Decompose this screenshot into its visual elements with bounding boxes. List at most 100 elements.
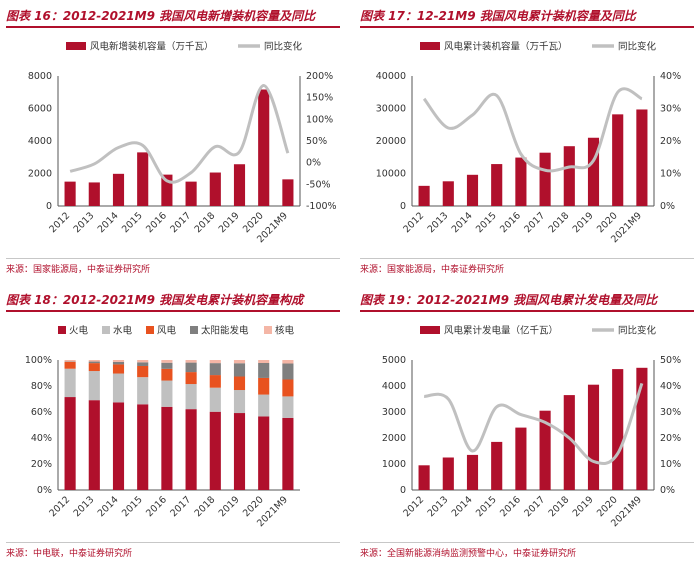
stack-segment (234, 360, 245, 363)
stack-segment (282, 360, 293, 364)
legend-bar-label: 风电累计装机容量（万千瓦） (444, 41, 568, 53)
chart-source: 来源：国家能源局，中泰证券研究所 (6, 258, 340, 275)
y-left-tick-label: 30000 (376, 104, 406, 115)
y-right-tick-label: 50% (306, 136, 327, 147)
stack-segment (113, 364, 124, 373)
stack-segment (65, 362, 76, 369)
x-tick-label: 2016 (144, 210, 169, 235)
x-tick-label: 2015 (474, 210, 499, 235)
bar (515, 158, 526, 206)
legend-bar-label: 风电新增装机容量（万千瓦） (90, 41, 214, 53)
stack-segment (65, 397, 76, 490)
bar (113, 174, 124, 206)
x-tick-label: 2017 (168, 494, 193, 519)
stack-segment (161, 407, 172, 490)
bar (564, 146, 575, 206)
y-left-tick-label: 8000 (28, 71, 52, 82)
stack-segment (89, 400, 100, 490)
stack-segment (89, 363, 100, 371)
x-tick-label: 2019 (571, 210, 596, 235)
stack-segment (210, 375, 221, 388)
stack-segment (210, 360, 221, 363)
bar (419, 465, 430, 490)
legend-label: 核电 (275, 325, 295, 337)
legend-swatch (102, 326, 110, 334)
x-tick-label: 2014 (96, 210, 121, 235)
legend-line-label: 同比变化 (618, 325, 657, 337)
legend-bar-swatch (420, 326, 440, 334)
stack-segment (186, 409, 197, 490)
stack-segment (89, 362, 100, 364)
stack-segment (137, 377, 148, 404)
stack-segment (186, 384, 197, 409)
y-left-tick-label: 0 (46, 201, 52, 212)
legend-swatch (58, 326, 66, 334)
bar (612, 114, 623, 206)
legend-label: 风电 (157, 325, 177, 337)
stack-segment (210, 363, 221, 375)
legend-label: 太阳能发电 (201, 325, 249, 337)
x-tick-label: 2017 (522, 210, 547, 235)
stack-segment (258, 378, 269, 395)
bar (282, 179, 293, 206)
bar (515, 428, 526, 490)
bar (419, 186, 430, 206)
x-tick-label: 2019 (217, 494, 242, 519)
y-right-tick-label: 30% (660, 407, 681, 418)
chart-title: 图表 17：12-21M9 我国风电累计装机容量及同比 (360, 6, 694, 28)
stack-segment (137, 366, 148, 377)
y-left-tick-label: 2000 (382, 433, 406, 444)
bar (234, 164, 245, 206)
bar (491, 442, 502, 490)
legend-swatch (146, 326, 154, 334)
stack-segment (258, 395, 269, 417)
stack-segment (186, 360, 197, 363)
stack-segment (282, 396, 293, 417)
y-right-tick-label: 30% (660, 104, 681, 115)
y-left-tick-label: 0 (400, 485, 406, 496)
x-tick-label: 2015 (474, 494, 499, 519)
x-tick-label: 2012 (401, 494, 426, 519)
y-right-tick-label: 0% (660, 485, 675, 496)
y-left-tick-label: 0% (37, 485, 52, 496)
y-left-tick-label: 6000 (28, 104, 52, 115)
bar (443, 458, 454, 491)
chart-source: 来源：中电联，中泰证券研究所 (6, 542, 340, 559)
bar (636, 109, 647, 206)
x-tick-label: 2018 (193, 494, 218, 519)
stack-segment (89, 360, 100, 362)
y-left-tick-label: 10000 (376, 169, 406, 180)
y-right-tick-label: -50% (306, 179, 331, 190)
x-tick-label: 2014 (450, 210, 475, 235)
x-tick-label: 2018 (193, 210, 218, 235)
stack-segment (137, 360, 148, 362)
stack-segment (282, 364, 293, 380)
stack-segment (234, 413, 245, 490)
bar (210, 173, 221, 206)
stack-segment (210, 388, 221, 412)
stack-segment (161, 381, 172, 407)
x-tick-label: 2018 (547, 210, 572, 235)
chart-title: 图表 16：2012-2021M9 我国风电新增装机容量及同比 (6, 6, 340, 28)
chart-title: 图表 19：2012-2021M9 我国风电累计发电量及同比 (360, 290, 694, 312)
y-right-tick-label: 20% (660, 136, 681, 147)
series-line (424, 89, 642, 171)
y-left-tick-label: 5000 (382, 355, 406, 366)
stack-segment (137, 362, 148, 366)
y-right-tick-label: 200% (306, 71, 333, 82)
x-tick-label: 2016 (498, 494, 523, 519)
bar (258, 89, 269, 206)
legend-swatch (264, 326, 272, 334)
y-left-tick-label: 2000 (28, 169, 52, 180)
stack-segment (234, 390, 245, 413)
bar (89, 182, 100, 206)
stack-segment (161, 363, 172, 369)
legend-line-label: 同比变化 (618, 41, 657, 53)
x-tick-label: 2015 (120, 494, 145, 519)
y-left-tick-label: 20% (31, 459, 52, 470)
chart-title: 图表 18：2012-2021M9 我国发电累计装机容量构成 (6, 290, 340, 312)
